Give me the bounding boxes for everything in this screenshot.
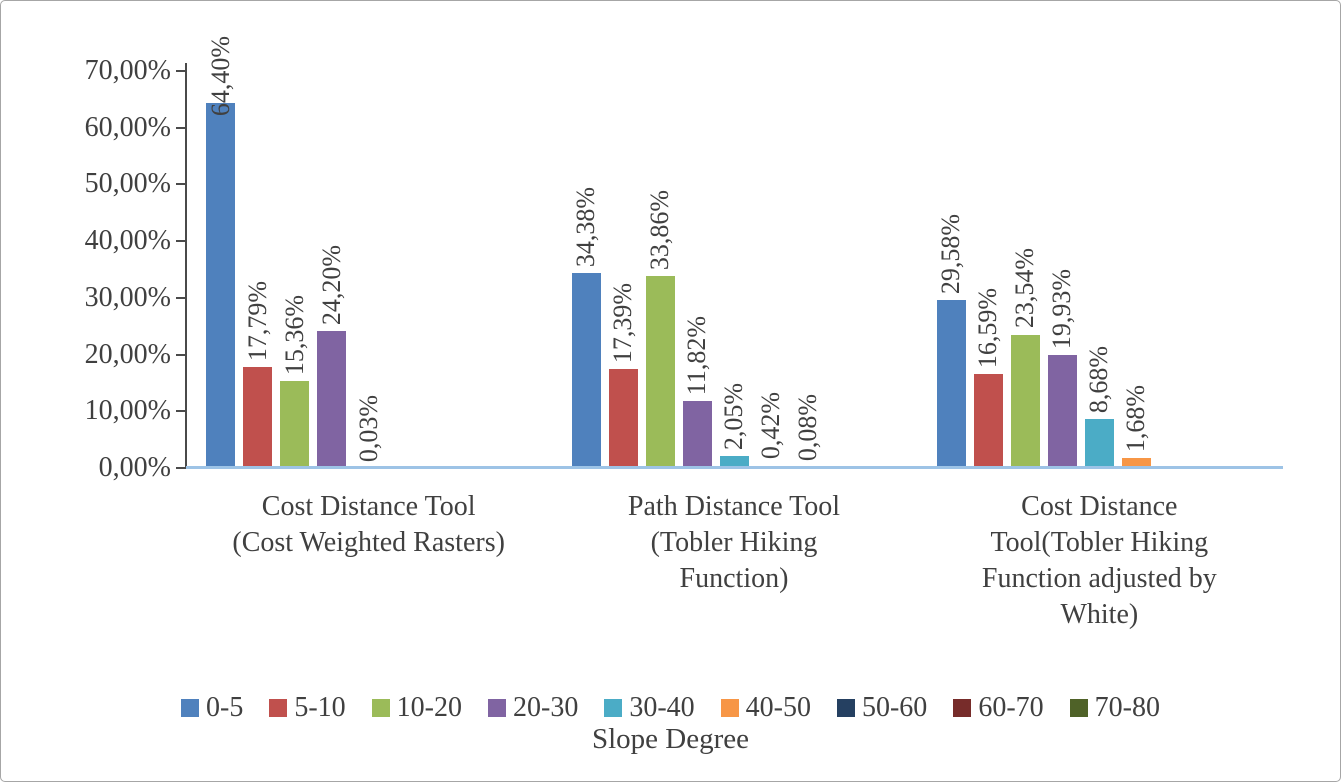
bar-value-label: 17,79% [242,280,272,362]
bar-20-30-cat2 [682,400,712,468]
bar-5-10-cat1 [243,367,273,468]
bar-value-label: 64,40% [205,35,235,116]
y-tick-label: 10,00% [84,395,171,427]
y-tick-label: 70,00% [84,55,171,86]
legend-swatch [1069,699,1088,717]
legend-label: 50-60 [861,692,928,723]
bar-30-40-cat2 [719,456,749,468]
legend-label: 40-50 [745,692,811,723]
legend-swatch [720,699,739,717]
legend-swatch [181,699,200,717]
bar-value-label: 16,59% [973,287,1003,368]
legend-item-0-5: 0-5 [181,693,243,723]
bar-0-5-cat2 [571,273,601,468]
legend-label: 60-70 [978,692,1044,723]
bar-value-label: 0,03% [353,394,383,462]
bar-value-label: 17,39% [608,283,637,364]
x-axis-title: Slope Degree [591,723,750,755]
category-label: Cost Distance Tool(Tobler Hiking Function … [981,491,1217,630]
bar-0-5-cat1 [206,102,236,468]
bars-layer: 64,40% 17,79% 15,36% 24,20% 0,03% 34,38% 17,39… [186,36,1282,468]
bar-value-label: 29,58% [936,214,966,295]
bar-value-label: 15,36% [279,294,309,375]
legend-swatch [953,699,972,717]
bar-value-label: 33,86% [645,189,674,270]
bar-10-20-cat1 [280,380,310,468]
bar-30-40-cat3 [1084,418,1114,468]
bar-40-50-cat3 [1121,458,1151,468]
legend-swatch [371,699,390,717]
bar-value-label: 19,93% [1047,268,1077,349]
legend-item-30-40: 30-40 [604,692,695,723]
legend: 0-5 5-10 10-20 20-30 30-40 40-50 50-60 60-70 70-… [1,693,1340,723]
legend-label: 0-5 [206,692,244,723]
bar-value-label: 2,05% [719,383,748,451]
legend-swatch [836,699,855,717]
legend-swatch [488,699,506,717]
y-tick-label: 30,00% [84,281,171,313]
category-label: Path Distance Tool (Tobler Hiking Function… [627,491,841,594]
legend-item-10-20: 10-20 [371,692,462,723]
bar-value-label: 1,68% [1121,385,1151,453]
legend-label: 10-20 [396,692,462,723]
legend-item-40-50: 40-50 [720,692,811,723]
bar-10-20-cat2 [645,275,675,468]
bar-0-5-cat3 [936,300,966,468]
bar-value-label: 24,20% [316,244,346,325]
y-tick-label: 0,00% [98,452,171,483]
legend-item-60-70: 60-70 [953,692,1044,723]
bar-value-label: 0,08% [793,394,822,462]
bar-20-30-cat1 [317,330,347,468]
legend-item-20-30: 20-30 [488,693,578,723]
bar-20-30-cat3 [1047,354,1077,468]
bar-value-label: 23,54% [1010,248,1040,329]
bar-5-10-cat2 [608,369,638,468]
x-axis-line [186,466,1283,469]
legend-label: 30-40 [629,692,695,723]
legend-item-70-80: 70-80 [1069,692,1160,723]
category-label: Cost Distance Tool (Cost Weighted Rasters… [232,491,505,558]
bar-value-label: 8,68% [1084,345,1114,413]
bar-5-10-cat3 [973,373,1003,468]
bar-value-label: 11,82% [682,315,711,395]
y-tick-label: 40,00% [84,225,171,257]
y-tick-label: 60,00% [84,111,171,143]
bar-10-20-cat3 [1010,334,1040,468]
legend-swatch [604,699,623,717]
legend-item-5-10: 5-10 [269,692,346,723]
legend-label: 70-80 [1094,692,1160,723]
legend-item-50-60: 50-60 [836,692,928,723]
bar-value-label: 34,38% [571,186,600,268]
bar-value-label: 0,42% [756,392,785,460]
y-axis-line [185,63,187,469]
legend-label: 20-30 [513,692,579,723]
legend-label: 5-10 [294,692,346,723]
y-tick-label: 50,00% [84,168,171,200]
y-tick-label: 20,00% [84,338,171,370]
legend-swatch [269,699,288,717]
